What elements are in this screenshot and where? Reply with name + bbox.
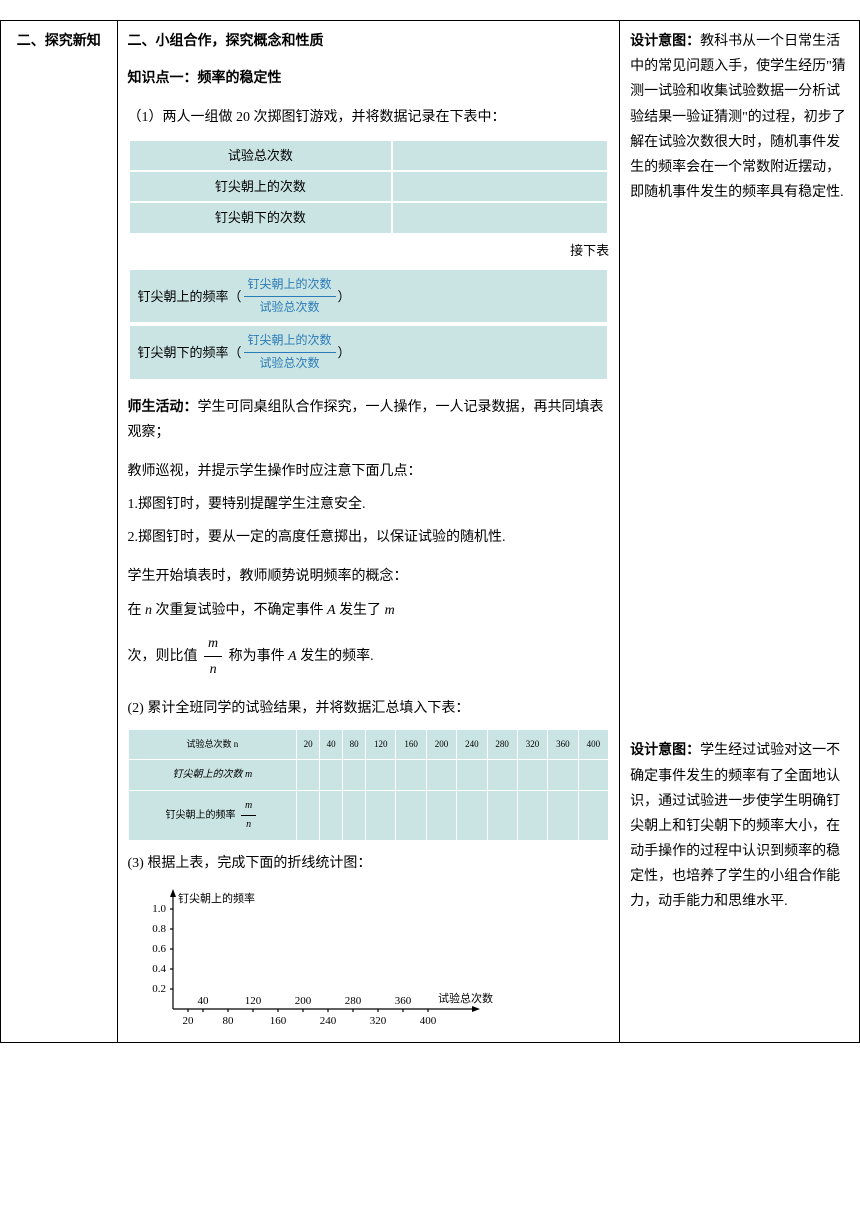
activity-1-intro: （1）两人一组做 20 次掷图钉游戏，并将数据记录在下表中： bbox=[128, 105, 610, 130]
frequency-down-row: 钉尖朝下的频率（ 钉尖朝上的次数 试验总次数 ） bbox=[128, 324, 610, 380]
experiment-table-1: 试验总次数 钉尖朝上的次数 钉尖朝下的次数 bbox=[128, 139, 610, 235]
table-row: 钉尖朝下的次数 bbox=[129, 202, 393, 233]
teacher-tips-intro: 教师巡视，并提示学生操作时应注意下面几点： bbox=[128, 459, 610, 484]
freq-def-line: 在 n 次重复试验中，不确定事件 A 发生了 m bbox=[128, 598, 610, 623]
svg-text:80: 80 bbox=[222, 1015, 234, 1027]
table-row: 钉尖朝上的频率 m n bbox=[128, 790, 609, 840]
svg-text:0.2: 0.2 bbox=[152, 983, 166, 995]
svg-text:120: 120 bbox=[244, 995, 261, 1007]
frequency-up-row: 钉尖朝上的频率（ 钉尖朝上的次数 试验总次数 ） bbox=[128, 268, 610, 324]
svg-text:0.8: 0.8 bbox=[152, 923, 166, 935]
svg-text:360: 360 bbox=[394, 995, 411, 1007]
svg-text:20: 20 bbox=[182, 1015, 194, 1027]
svg-text:240: 240 bbox=[319, 1015, 336, 1027]
svg-text:0.6: 0.6 bbox=[152, 943, 166, 955]
continuation-note: 接下表 bbox=[128, 239, 610, 262]
experiment-table-2: 试验总次数 n 20 40 80 120 160 200 240 280 320… bbox=[128, 729, 610, 840]
table-header-row: 试验总次数 n 20 40 80 120 160 200 240 280 320… bbox=[128, 730, 609, 759]
freq-def-intro: 学生开始填表时，教师顺势说明频率的概念： bbox=[128, 564, 610, 589]
lesson-plan-table: 二、探究新知 二、小组合作，探究概念和性质 知识点一：频率的稳定性 （1）两人一… bbox=[0, 20, 860, 1043]
fraction-display: 钉尖朝上的次数 试验总次数 bbox=[244, 274, 336, 318]
svg-text:40: 40 bbox=[197, 995, 209, 1007]
right-column: 设计意图：教科书从一个日常生活中的常见问题入手，使学生经历"猜测一试验和收集试验… bbox=[620, 21, 860, 1043]
teacher-student-activity: 师生活动：学生可同桌组队合作探究，一人操作，一人记录数据，再共同填表观察； bbox=[128, 395, 610, 445]
freq-def-line2: 次，则比值 m n 称为事件 A 发生的频率. bbox=[128, 631, 610, 682]
fraction-mn: m n bbox=[204, 631, 222, 682]
svg-text:钉尖朝上的频率: 钉尖朝上的频率 bbox=[178, 891, 255, 905]
svg-text:0.4: 0.4 bbox=[152, 963, 166, 975]
svg-text:400: 400 bbox=[419, 1015, 436, 1027]
spacer bbox=[630, 213, 849, 738]
chart-svg: 0.2 0.4 0.6 0.8 1.0 bbox=[128, 884, 508, 1034]
design-intent-1: 设计意图：教科书从一个日常生活中的常见问题入手，使学生经历"猜测一试验和收集试验… bbox=[630, 29, 849, 205]
knowledge-point: 知识点一：频率的稳定性 bbox=[128, 66, 610, 91]
svg-text:280: 280 bbox=[344, 995, 361, 1007]
section-number: 二、探究新知 bbox=[11, 29, 107, 54]
table-row: 钉尖朝上的次数 bbox=[129, 171, 393, 202]
table-row: 钉尖朝上的次数 m bbox=[128, 759, 609, 790]
middle-column: 二、小组合作，探究概念和性质 知识点一：频率的稳定性 （1）两人一组做 20 次… bbox=[117, 21, 620, 1043]
svg-text:160: 160 bbox=[269, 1015, 286, 1027]
table-row: 试验总次数 bbox=[129, 140, 393, 171]
fraction-mn: m n bbox=[241, 797, 256, 834]
line-chart: 0.2 0.4 0.6 0.8 1.0 bbox=[128, 884, 508, 1034]
tip-1: 1.掷图钉时，要特别提醒学生注意安全. bbox=[128, 492, 610, 517]
left-column: 二、探究新知 bbox=[1, 21, 118, 1043]
svg-text:320: 320 bbox=[369, 1015, 386, 1027]
activity-2-intro: (2) 累计全班同学的试验结果，并将数据汇总填入下表： bbox=[128, 696, 610, 721]
svg-text:200: 200 bbox=[294, 995, 311, 1007]
svg-text:试验总次数: 试验总次数 bbox=[438, 991, 493, 1005]
svg-text:1.0: 1.0 bbox=[152, 903, 166, 915]
activity-3-intro: (3) 根据上表，完成下面的折线统计图： bbox=[128, 851, 610, 876]
section-title: 二、小组合作，探究概念和性质 bbox=[128, 29, 610, 54]
tip-2: 2.掷图钉时，要从一定的高度任意掷出，以保证试验的随机性. bbox=[128, 525, 610, 550]
design-intent-2: 设计意图：学生经过试验对这一不确定事件发生的频率有了全面地认识，通过试验进一步使… bbox=[630, 738, 849, 914]
fraction-display: 钉尖朝上的次数 试验总次数 bbox=[244, 330, 336, 374]
